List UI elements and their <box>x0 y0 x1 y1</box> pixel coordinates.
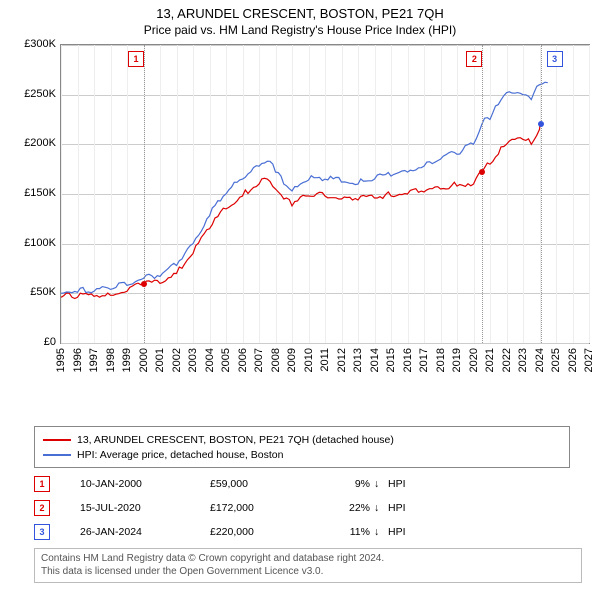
x-axis-label: 2001 <box>154 348 166 372</box>
x-axis-label: 2006 <box>237 348 249 372</box>
transactions-table: 110-JAN-2000£59,0009%↓HPI215-JUL-2020£17… <box>34 472 570 544</box>
chart-subtitle: Price paid vs. HM Land Registry's House … <box>0 21 600 37</box>
transaction-date: 15-JUL-2020 <box>80 502 210 514</box>
transaction-point <box>538 121 544 127</box>
transaction-marker-line <box>541 45 542 343</box>
transaction-badge: 3 <box>34 524 50 540</box>
x-axis-label: 1999 <box>121 348 133 372</box>
y-axis-label: £0 <box>10 336 56 348</box>
transaction-price: £59,000 <box>210 478 310 490</box>
transaction-rel: HPI <box>388 502 570 514</box>
transaction-price: £220,000 <box>210 526 310 538</box>
y-axis-label: £250K <box>10 88 56 100</box>
x-axis-label: 2000 <box>138 348 150 372</box>
transaction-pct: 22% <box>310 502 374 514</box>
x-axis-label: 2013 <box>352 348 364 372</box>
x-axis-label: 2010 <box>303 348 315 372</box>
arrow-down-icon: ↓ <box>374 526 388 538</box>
legend-label: 13, ARUNDEL CRESCENT, BOSTON, PE21 7QH (… <box>77 434 394 446</box>
y-axis-label: £150K <box>10 187 56 199</box>
transaction-row: 2 15-JUL-2020£172,00022%↓HPI <box>34 496 570 520</box>
transaction-badge: 1 <box>34 476 50 492</box>
transaction-pct: 9% <box>310 478 374 490</box>
y-axis-label: £50K <box>10 286 56 298</box>
x-axis-label: 2018 <box>435 348 447 372</box>
transaction-marker-line <box>482 45 483 343</box>
transaction-point <box>141 281 147 287</box>
x-axis-label: 1997 <box>88 348 100 372</box>
legend-swatch <box>43 439 71 441</box>
x-axis-label: 2004 <box>204 348 216 372</box>
transaction-price: £172,000 <box>210 502 310 514</box>
x-axis-label: 2019 <box>451 348 463 372</box>
legend: 13, ARUNDEL CRESCENT, BOSTON, PE21 7QH (… <box>34 426 570 468</box>
x-axis-label: 2014 <box>369 348 381 372</box>
transaction-pct: 11% <box>310 526 374 538</box>
legend-label: HPI: Average price, detached house, Bost… <box>77 449 283 461</box>
y-axis-label: £300K <box>10 38 56 50</box>
arrow-down-icon: ↓ <box>374 502 388 514</box>
x-axis-label: 1998 <box>105 348 117 372</box>
x-axis-label: 2020 <box>468 348 480 372</box>
transaction-marker-badge: 2 <box>466 51 482 67</box>
series-property <box>61 123 541 299</box>
legend-item: HPI: Average price, detached house, Bost… <box>43 447 561 462</box>
gridline-v <box>589 45 590 343</box>
transaction-marker-badge: 3 <box>547 51 563 67</box>
x-axis-label: 2008 <box>270 348 282 372</box>
legend-swatch <box>43 454 71 456</box>
y-axis-label: £100K <box>10 237 56 249</box>
x-axis-label: 2022 <box>501 348 513 372</box>
transaction-rel: HPI <box>388 478 570 490</box>
chart-title: 13, ARUNDEL CRESCENT, BOSTON, PE21 7QH <box>0 0 600 21</box>
x-axis-label: 2009 <box>286 348 298 372</box>
chart-area: 123 £0£50K£100K£150K£200K£250K£300K 1995… <box>8 44 592 384</box>
x-axis-label: 2012 <box>336 348 348 372</box>
arrow-down-icon: ↓ <box>374 478 388 490</box>
x-axis-label: 2002 <box>171 348 183 372</box>
x-axis-label: 2026 <box>567 348 579 372</box>
x-axis-label: 2027 <box>583 348 595 372</box>
x-axis-label: 1995 <box>55 348 67 372</box>
transaction-point <box>479 169 485 175</box>
transaction-badge: 2 <box>34 500 50 516</box>
attribution-line1: Contains HM Land Registry data © Crown c… <box>41 553 575 566</box>
transaction-rel: HPI <box>388 526 570 538</box>
x-axis-label: 2025 <box>550 348 562 372</box>
x-axis-label: 2017 <box>418 348 430 372</box>
transaction-date: 10-JAN-2000 <box>80 478 210 490</box>
x-axis-label: 2015 <box>385 348 397 372</box>
transaction-marker-badge: 1 <box>128 51 144 67</box>
series-hpi <box>61 82 548 293</box>
attribution-line2: This data is licensed under the Open Gov… <box>41 566 575 579</box>
x-axis-label: 2005 <box>220 348 232 372</box>
legend-item: 13, ARUNDEL CRESCENT, BOSTON, PE21 7QH (… <box>43 432 561 447</box>
transaction-row: 1 10-JAN-2000£59,0009%↓HPI <box>34 472 570 496</box>
x-axis-label: 2003 <box>187 348 199 372</box>
gridline-h <box>61 343 589 344</box>
x-axis-label: 2024 <box>534 348 546 372</box>
x-axis-label: 2011 <box>319 348 331 372</box>
transaction-marker-line <box>144 45 145 343</box>
x-axis-label: 2007 <box>253 348 265 372</box>
plot-region: 1 2 3 <box>60 44 590 344</box>
transaction-row: 3 26-JAN-2024£220,00011%↓HPI <box>34 520 570 544</box>
x-axis-label: 2023 <box>517 348 529 372</box>
attribution-box: Contains HM Land Registry data © Crown c… <box>34 548 582 583</box>
x-axis-label: 2016 <box>402 348 414 372</box>
x-axis-label: 2021 <box>484 348 496 372</box>
x-axis-label: 1996 <box>72 348 84 372</box>
y-axis-label: £200K <box>10 137 56 149</box>
transaction-date: 26-JAN-2024 <box>80 526 210 538</box>
